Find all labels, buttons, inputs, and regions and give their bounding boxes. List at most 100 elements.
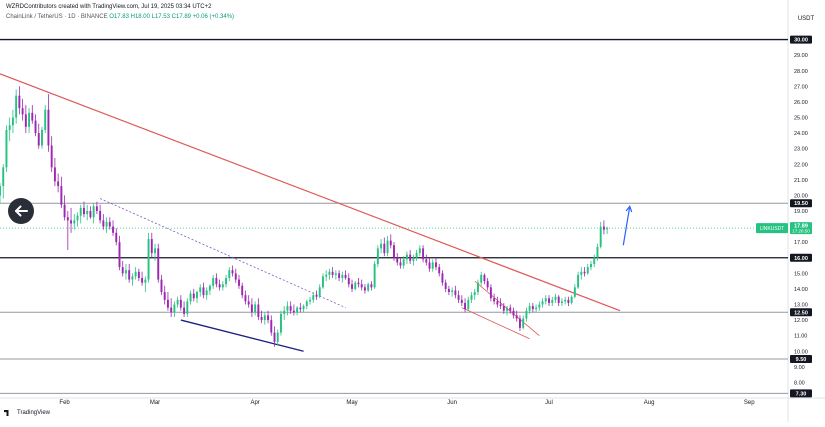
candle-body	[496, 301, 499, 305]
candle	[354, 281, 357, 291]
candle-body	[131, 276, 134, 280]
candle-body	[141, 278, 144, 283]
y-tick-label: 10.00	[794, 349, 808, 355]
candle-body	[554, 296, 557, 300]
candle	[554, 293, 557, 303]
candle	[383, 237, 386, 257]
candle-body	[24, 114, 27, 127]
candle-body	[506, 307, 509, 311]
candle	[150, 232, 153, 258]
candle-body	[124, 270, 127, 274]
candle-body	[66, 217, 69, 221]
candle	[170, 298, 173, 317]
candle	[318, 284, 321, 299]
candle-body	[363, 287, 366, 291]
candle-body	[0, 186, 1, 196]
candle-body	[115, 232, 118, 243]
candle	[586, 263, 589, 275]
candle	[531, 302, 534, 313]
candle-body	[309, 299, 312, 302]
candle	[454, 285, 457, 299]
candle	[321, 273, 324, 289]
arrow-left-icon	[15, 205, 28, 217]
x-tick-label: May	[346, 400, 357, 406]
candle	[296, 306, 299, 316]
candle	[328, 268, 331, 280]
candle	[438, 263, 441, 277]
candle	[441, 270, 444, 286]
candle-body	[341, 274, 344, 279]
level-price-tag	[790, 35, 812, 44]
candle-body	[105, 221, 108, 227]
candle-body	[176, 299, 179, 305]
candle-body	[305, 301, 308, 307]
candle	[118, 235, 121, 271]
level-price-label: 7.30	[796, 391, 807, 397]
candle	[2, 164, 5, 199]
candle	[70, 207, 73, 233]
candle	[444, 279, 447, 293]
candle-body	[273, 332, 276, 342]
candle-body	[557, 296, 560, 303]
candle	[380, 239, 383, 254]
candle	[512, 307, 515, 319]
candle-body	[44, 109, 47, 130]
candle-body	[570, 296, 573, 303]
candle-body	[373, 263, 376, 288]
candle	[315, 290, 318, 300]
candle	[60, 176, 63, 208]
candle-body	[606, 228, 609, 230]
candle-body	[334, 273, 337, 275]
candle	[86, 204, 89, 221]
candle	[560, 298, 563, 307]
y-tick-label: 9.00	[794, 365, 805, 371]
candle	[367, 282, 370, 293]
candle	[415, 249, 418, 261]
candle-body	[560, 301, 563, 303]
candle	[389, 234, 392, 249]
candle	[202, 282, 205, 299]
candle-body	[370, 284, 373, 288]
y-tick-label: 27.00	[794, 84, 808, 90]
candle-body	[270, 320, 273, 333]
candle	[606, 226, 609, 234]
x-tick-label: Apr	[250, 400, 259, 406]
candle	[522, 315, 525, 330]
candle	[515, 310, 518, 322]
candle-body	[82, 207, 85, 215]
candle	[351, 279, 353, 293]
candle-body	[112, 226, 115, 233]
candle-body	[257, 304, 260, 317]
candle-body	[493, 298, 496, 302]
candle-body	[470, 295, 473, 300]
candle-body	[357, 282, 360, 285]
candle-body	[53, 167, 56, 182]
candle	[76, 212, 79, 227]
level-price-label: 19.50	[794, 201, 808, 207]
candle-body	[476, 282, 479, 293]
y-tick-label: 13.00	[794, 303, 808, 309]
candle-body	[525, 310, 528, 319]
candle	[238, 274, 240, 289]
candle-body	[415, 253, 418, 258]
candle	[234, 268, 237, 283]
candle	[228, 267, 231, 282]
candle	[425, 254, 428, 266]
candle	[286, 301, 289, 316]
candle-body	[163, 292, 166, 300]
symbol-name: ChainLink / TetherUS · 1D · BINANCE	[6, 14, 108, 20]
candle	[18, 86, 21, 115]
candle	[147, 232, 150, 283]
back-button[interactable]	[8, 198, 34, 224]
candle-body	[315, 295, 318, 297]
candle	[121, 260, 124, 277]
candle-body	[192, 293, 195, 299]
candle	[250, 298, 253, 317]
candle-body	[241, 285, 244, 296]
candle-body	[325, 274, 328, 277]
candle	[344, 270, 347, 280]
candle	[538, 301, 541, 311]
candle-body	[238, 279, 240, 286]
candle	[57, 173, 60, 193]
